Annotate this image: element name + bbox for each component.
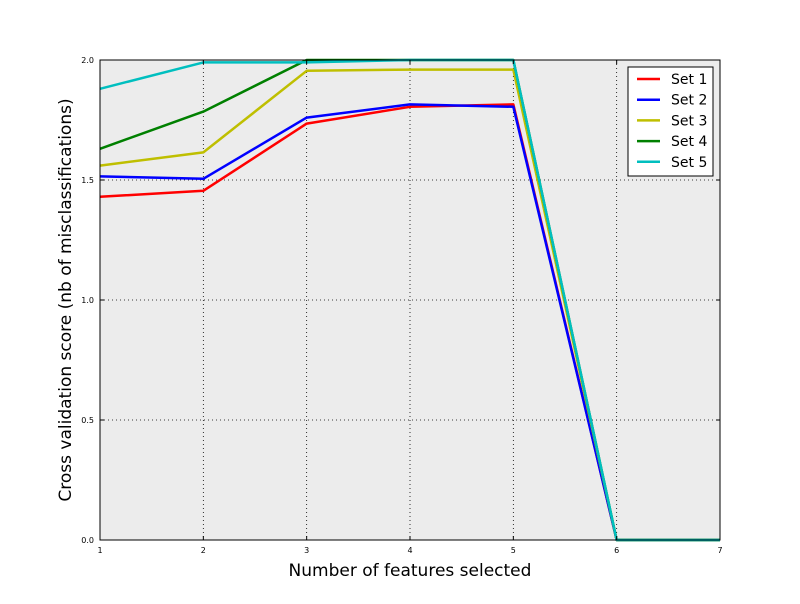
x-axis-label: Number of features selected xyxy=(289,561,532,581)
y-tick-label: 1.0 xyxy=(81,296,94,305)
y-tick-labels: 0.0 0.5 1.0 1.5 2.0 xyxy=(81,56,94,545)
x-tick-label: 5 xyxy=(511,546,516,555)
grid-lines xyxy=(100,60,720,540)
y-tick-label: 1.5 xyxy=(81,176,94,185)
x-tick-label: 3 xyxy=(304,546,309,555)
y-axis-label: Cross validation score (nb of misclassif… xyxy=(56,98,76,501)
legend-label-set-2: Set 2 xyxy=(671,93,707,109)
legend-label-set-5: Set 5 xyxy=(671,155,707,171)
legend-items: Set 1 Set 2 Set 3 Set 4 Set 5 xyxy=(637,72,707,171)
legend-label-set-1: Set 1 xyxy=(671,72,707,88)
legend-label-set-3: Set 3 xyxy=(671,113,707,129)
x-tick-label: 6 xyxy=(614,546,619,555)
x-tick-label: 2 xyxy=(201,546,206,555)
y-tick-label: 0.0 xyxy=(81,536,94,545)
y-tick-label: 0.5 xyxy=(81,416,94,425)
legend-label-set-4: Set 4 xyxy=(671,134,707,150)
x-tick-label: 1 xyxy=(97,546,102,555)
x-tick-label: 4 xyxy=(407,546,412,555)
x-tick-labels: 1 2 3 4 5 6 7 xyxy=(97,546,722,555)
legend: Set 1 Set 2 Set 3 Set 4 Set 5 xyxy=(627,66,714,177)
y-tick-label: 2.0 xyxy=(81,56,94,65)
axis-ticks xyxy=(99,59,721,541)
x-tick-label: 7 xyxy=(717,546,722,555)
